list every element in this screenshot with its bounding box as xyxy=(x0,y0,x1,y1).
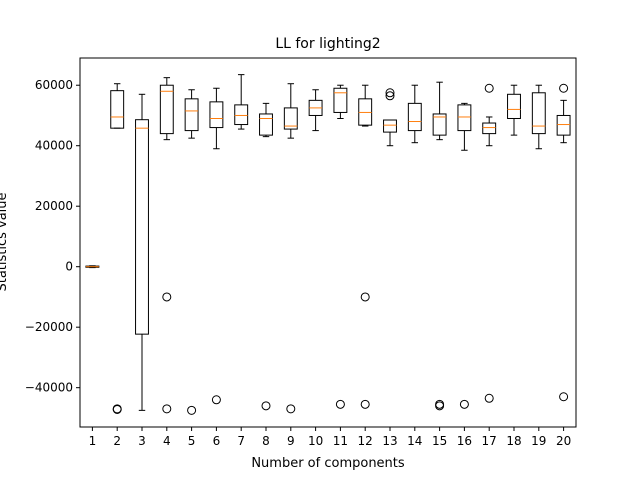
axes-frame xyxy=(79,57,577,428)
x-tick-label: 11 xyxy=(333,434,348,448)
box-9 xyxy=(283,107,298,130)
box-15 xyxy=(432,113,447,136)
flier-point xyxy=(112,404,122,414)
x-tick-label: 7 xyxy=(237,434,245,448)
flier-point xyxy=(385,91,395,101)
flier-point xyxy=(459,399,469,409)
x-tick-label: 10 xyxy=(308,434,323,448)
x-tick-label: 5 xyxy=(188,434,196,448)
flier-point xyxy=(286,404,296,414)
box-7 xyxy=(234,104,249,126)
flier-point xyxy=(435,401,445,411)
x-tick-label: 16 xyxy=(457,434,472,448)
x-tick-label: 14 xyxy=(407,434,422,448)
box-4 xyxy=(159,84,174,135)
box-14 xyxy=(407,102,422,132)
y-axis-label: Statistics value xyxy=(0,192,10,291)
x-tick-label: 9 xyxy=(287,434,295,448)
x-tick-label: 17 xyxy=(482,434,497,448)
flier-point xyxy=(187,405,197,415)
flier-point xyxy=(484,83,494,93)
flier-point xyxy=(162,404,172,414)
x-tick-label: 3 xyxy=(138,434,146,448)
flier-point xyxy=(335,399,345,409)
box-19 xyxy=(531,92,546,135)
y-tick-label: 20000 xyxy=(35,199,73,213)
x-tick-label: 6 xyxy=(213,434,221,448)
x-axis-label: Number of components xyxy=(251,456,405,471)
flier-point xyxy=(385,88,395,98)
box-8 xyxy=(259,113,273,136)
box-11 xyxy=(333,87,348,113)
box-3 xyxy=(135,119,149,335)
box-2 xyxy=(110,90,125,129)
y-tick-label: −20000 xyxy=(25,320,73,334)
x-tick-label: 1 xyxy=(89,434,97,448)
flier-point xyxy=(162,292,172,302)
flier-point xyxy=(211,395,221,405)
box-16 xyxy=(457,104,472,132)
x-tick-label: 2 xyxy=(113,434,121,448)
box-5 xyxy=(184,98,199,132)
x-tick-label: 20 xyxy=(556,434,571,448)
chart-title: LL for lighting2 xyxy=(275,36,380,52)
x-tick-label: 15 xyxy=(432,434,447,448)
y-tick-label: 60000 xyxy=(35,78,73,92)
flier-point xyxy=(360,399,370,409)
y-tick-label: 40000 xyxy=(35,139,73,153)
flier-point xyxy=(484,393,494,403)
box-18 xyxy=(507,93,521,119)
x-tick-label: 4 xyxy=(163,434,171,448)
box-6 xyxy=(209,101,224,129)
box-20 xyxy=(556,114,571,136)
box-17 xyxy=(482,122,497,135)
flier-point xyxy=(559,83,569,93)
box-13 xyxy=(383,119,397,133)
flier-point xyxy=(360,292,370,302)
flier-point xyxy=(559,392,569,402)
x-tick-label: 8 xyxy=(262,434,270,448)
x-tick-label: 13 xyxy=(382,434,397,448)
y-tick-label: 0 xyxy=(65,260,73,274)
x-tick-label: 18 xyxy=(506,434,521,448)
flier-point xyxy=(261,401,271,411)
x-tick-label: 12 xyxy=(358,434,373,448)
y-tick-label: −40000 xyxy=(25,381,73,395)
x-tick-label: 19 xyxy=(531,434,546,448)
